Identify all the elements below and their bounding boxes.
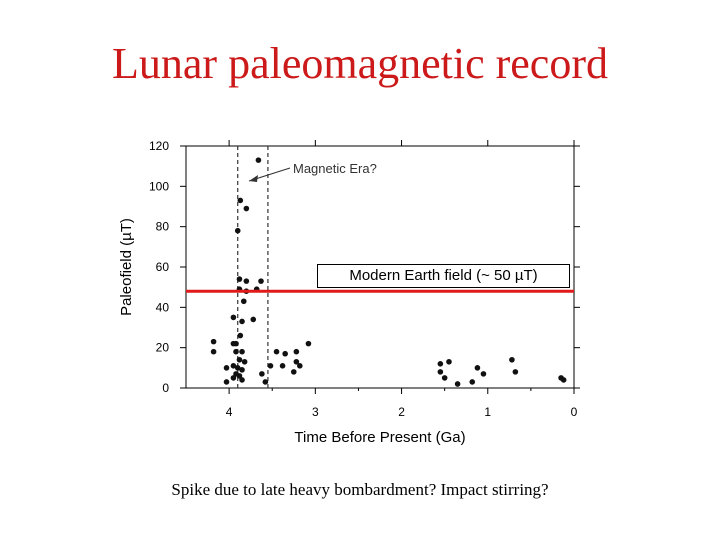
data-point: [437, 369, 444, 375]
y-tick-label: 100: [149, 179, 169, 193]
data-point: [297, 363, 303, 369]
data-point: [239, 377, 245, 383]
x-tick-label: 4: [226, 405, 233, 419]
data-point: [454, 381, 461, 387]
data-point: [239, 318, 245, 325]
data-point: [258, 278, 264, 284]
data-point: [243, 205, 250, 212]
data-point: [282, 350, 288, 357]
data-point: [236, 373, 243, 379]
data-point: [560, 377, 567, 383]
data-point: [239, 348, 245, 355]
data-point: [234, 227, 241, 234]
data-point: [210, 338, 217, 345]
data-point: [233, 340, 239, 347]
data-point: [446, 358, 452, 365]
x-tick-label: 2: [398, 405, 405, 419]
data-point: [293, 348, 300, 355]
data-point: [239, 367, 245, 373]
data-point: [305, 340, 312, 347]
y-axis-title: Paleofield (µT): [118, 218, 135, 316]
data-point: [236, 276, 243, 282]
data-point: [441, 375, 448, 381]
data-point: [241, 358, 248, 365]
data-point: [236, 356, 243, 363]
y-tick-label: 60: [156, 260, 170, 274]
slide-title: Lunar paleomagnetic record: [112, 39, 608, 88]
x-tick-label: 0: [571, 405, 578, 419]
data-point: [267, 363, 274, 369]
y-tick-label: 120: [149, 139, 169, 153]
data-point: [279, 363, 286, 369]
data-point: [230, 314, 237, 321]
data-point: [233, 348, 239, 355]
y-tick-label: 0: [162, 381, 169, 395]
data-point: [293, 358, 300, 365]
y-tick-label: 80: [156, 220, 170, 234]
data-point: [230, 375, 237, 381]
reference-line-label: Modern Earth field (~ 50 µT): [317, 264, 570, 288]
data-point: [210, 348, 217, 355]
data-point: [255, 157, 262, 163]
slide-caption: Spike due to late heavy bombardment? Imp…: [171, 480, 549, 499]
data-point: [290, 369, 297, 375]
data-point: [512, 369, 519, 375]
data-point: [474, 365, 481, 371]
data-point: [234, 365, 241, 371]
data-point: [237, 332, 244, 339]
data-point: [230, 363, 237, 369]
x-tick-label: 3: [312, 405, 319, 419]
y-tick-label: 40: [156, 300, 170, 314]
data-point: [437, 361, 444, 367]
data-point: [223, 379, 230, 385]
y-tick-label: 20: [156, 341, 170, 355]
data-point: [262, 379, 269, 385]
data-point: [273, 348, 280, 355]
magnetic-era-guides: [237, 146, 269, 388]
chart-ticks: 0 20 40 60 80 100 120 4 3 2 1 0: [149, 139, 580, 419]
data-points: [210, 157, 567, 387]
data-point: [480, 371, 487, 377]
annotation-group: Magnetic Era?: [248, 161, 377, 182]
x-tick-label: 1: [484, 405, 491, 419]
data-point: [223, 365, 230, 371]
x-axis-title: Time Before Present (Ga): [294, 429, 465, 446]
annotation-arrow-head: [249, 175, 258, 182]
data-point: [250, 316, 257, 323]
data-point: [243, 278, 250, 284]
data-point: [237, 197, 244, 204]
data-point: [509, 356, 515, 363]
data-point: [469, 379, 476, 385]
magnetic-era-annotation: Magnetic Era?: [293, 161, 377, 176]
data-point: [240, 298, 247, 305]
data-point: [259, 371, 265, 377]
